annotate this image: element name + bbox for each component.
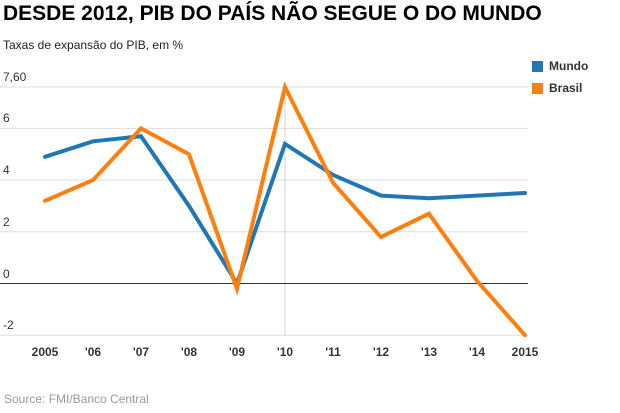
brasil-line [43,81,527,338]
x-axis-label: 2005 [31,345,59,359]
x-axis-label: '09 [228,345,246,359]
x-axis-label: 2015 [511,345,539,359]
x-axis-label: '14 [468,345,486,359]
brasil-color-swatch [532,82,543,94]
legend-item-mundo: Mundo [532,59,588,73]
x-axis-label: '06 [84,345,102,359]
chart-title: DESDE 2012, PIB DO PAÍS NÃO SEGUE O DO M… [3,2,542,25]
x-axis-label: '08 [180,345,198,359]
chart-subtitle: Taxas de expansão do PIB, em % [3,38,184,52]
x-axis-label: '13 [420,345,438,359]
legend: Mundo Brasil [532,59,588,103]
x-axis-label: '12 [372,345,390,359]
y-axis-label: 7,60 [3,70,27,84]
y-axis-label: 6 [3,111,10,126]
legend-label-mundo: Mundo [549,58,589,73]
mundo-line [43,134,527,289]
x-axis-label: '11 [325,345,341,359]
y-axis-label: 0 [3,266,10,281]
y-axis-label: 4 [3,163,10,178]
mundo-color-swatch [532,60,543,72]
source-attribution: Source: FMI/Banco Central [4,392,149,406]
x-axis-label: '07 [132,345,150,359]
y-axis-label: -2 [3,318,14,333]
y-axis-label: 2 [3,214,10,229]
legend-item-brasil: Brasil [532,81,588,95]
x-axis-label: '10 [276,345,294,359]
legend-label-brasil: Brasil [549,80,583,95]
